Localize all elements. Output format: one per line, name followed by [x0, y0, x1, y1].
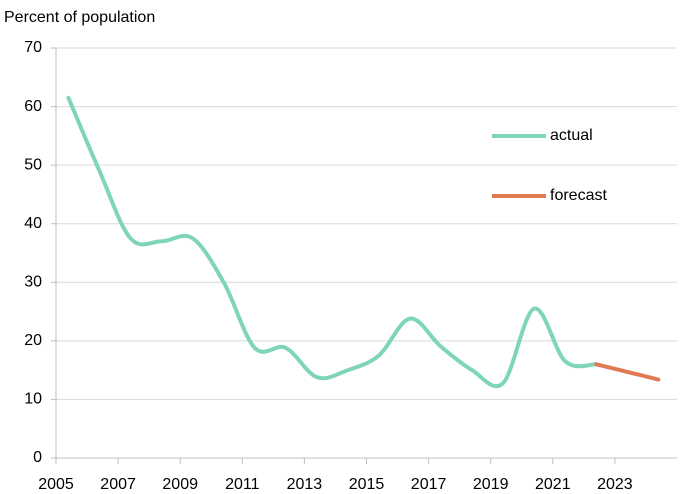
- legend-label: actual: [550, 127, 593, 144]
- series-line: [594, 362, 661, 382]
- legend-label: forecast: [550, 187, 607, 204]
- y-axis-label: Percent of population: [4, 9, 155, 26]
- x-tick-label: 2011: [225, 476, 260, 493]
- x-tick-label: 2019: [473, 476, 509, 493]
- y-tick-label: 60: [24, 98, 42, 115]
- y-tick-label: 30: [24, 274, 42, 291]
- y-tick-label: 0: [33, 449, 42, 466]
- y-tick-label: 10: [24, 391, 42, 408]
- x-tick-label: 2021: [535, 476, 571, 493]
- x-tick-label: 2015: [349, 476, 385, 493]
- y-tick-label: 70: [24, 39, 42, 56]
- x-tick-label: 2023: [597, 476, 633, 493]
- x-tick-label: 2007: [100, 476, 136, 493]
- y-tick-label: 50: [24, 156, 42, 173]
- y-tick-label: 40: [24, 215, 42, 232]
- x-tick-label: 2005: [38, 476, 74, 493]
- x-tick-label: 2013: [287, 476, 323, 493]
- series-line: [66, 95, 599, 389]
- x-tick-label: 2009: [162, 476, 198, 493]
- x-tick-label: 2017: [411, 476, 447, 493]
- y-tick-label: 20: [24, 332, 42, 349]
